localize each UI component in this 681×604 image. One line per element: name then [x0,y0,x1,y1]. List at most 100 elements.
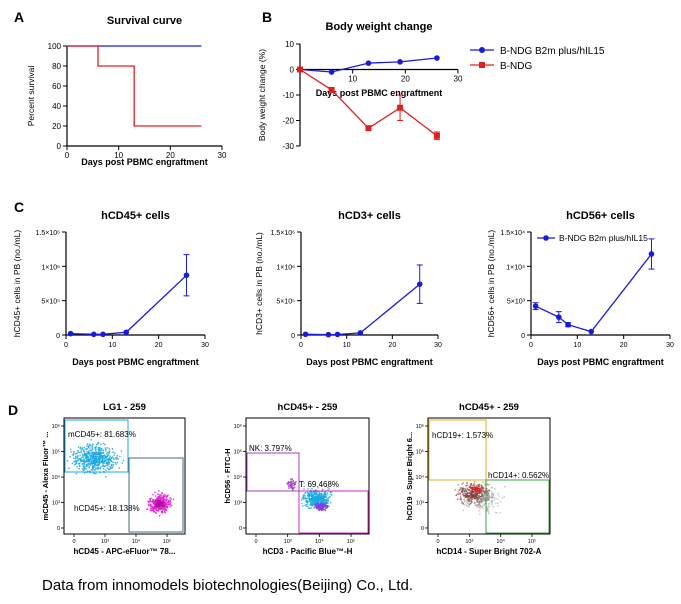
flow-event [149,500,152,502]
flow-event [91,456,94,459]
flow-event [162,503,164,505]
flow-event [289,481,291,483]
flow-event [287,482,289,484]
flow-event [147,504,150,507]
flow-event [480,499,483,501]
flow-event [491,502,494,505]
flow-event [486,506,488,508]
flow-event [478,502,481,504]
flow-event [166,499,168,501]
flow-event [93,462,96,465]
flow-y-tick-label: 10⁶ [416,423,424,430]
flow-event [102,455,105,457]
flow-event [465,485,467,487]
flow-event [105,453,108,455]
flow-event [154,495,157,497]
flow-dots [66,439,175,517]
flow-event [164,508,166,511]
flow-event [311,496,313,498]
flow-event [75,455,77,458]
flow-event [165,498,167,501]
flow-event [331,494,333,496]
flow-event [488,512,490,515]
flow-event [91,451,94,454]
flow-event [476,501,478,503]
y-tick-label: 0 [290,66,295,75]
flow-event [475,498,477,500]
flow-event [288,485,290,488]
flow-event [88,443,91,446]
flow-event [318,507,320,509]
flow-event [315,491,318,493]
flow-event [98,455,101,457]
flow-event [483,503,485,505]
flow-event [467,492,470,494]
flow-event [91,447,93,449]
flow-event [483,492,486,495]
flow-event [98,456,100,458]
flow-event [321,503,323,505]
flow-event [98,454,100,456]
flow-event [466,499,468,501]
flow-event [309,507,311,509]
flow-event [111,448,114,450]
flow-event [97,443,99,445]
flow-event [317,503,319,505]
flow-event [92,467,94,469]
flow-event [162,497,164,499]
flow-event [161,502,163,504]
flow-event [164,495,166,498]
flow-event [159,508,161,510]
data-point [91,331,97,338]
flow-event [485,505,488,508]
flow-event [288,487,290,489]
flow-event [110,457,113,459]
flow-event [318,492,320,494]
flow-event [79,454,81,457]
flow-event [468,486,471,489]
flow-event [292,489,294,491]
x-axis-label: Days post PBMC engraftment [316,88,443,98]
flow-event [324,496,326,499]
y-tick-label: -10 [282,91,294,100]
flow-event [475,492,477,495]
flow-event [97,447,100,449]
gate-hcd19 [428,419,487,481]
flow-event [74,463,77,465]
flow-event [165,496,167,499]
flow-event [497,505,499,507]
y-tick-label: 40 [52,102,61,111]
flow-event [479,507,481,510]
flow-event [303,488,305,490]
flow-event [486,492,488,494]
flow-event [103,462,105,464]
data-point [334,331,341,338]
flow-event [166,506,168,508]
flow-event [98,466,100,469]
flow-event [488,495,491,497]
flow-event [70,451,72,453]
flow-event [470,482,472,485]
flow-event [322,498,324,500]
flow-event [329,491,331,493]
flow-event [312,500,314,502]
data-point [183,272,190,279]
flow-event [80,450,82,452]
flow-event [92,452,94,454]
flow-event [95,449,97,451]
flow-event [97,464,100,466]
flow-event [493,496,496,499]
flow-x-tick-label: 10⁵ [347,538,355,545]
flow-event [92,465,94,467]
flow-event [77,446,80,448]
flow-event [487,494,489,496]
data-point [416,281,423,287]
flow-event [313,494,315,496]
flow-event [311,504,313,507]
flow-y-tick-label: 0 [57,526,60,532]
flow-event [482,492,484,495]
flow-event [154,499,156,501]
series-line [535,253,653,333]
flow-event [463,488,465,490]
flow-event [475,495,477,498]
